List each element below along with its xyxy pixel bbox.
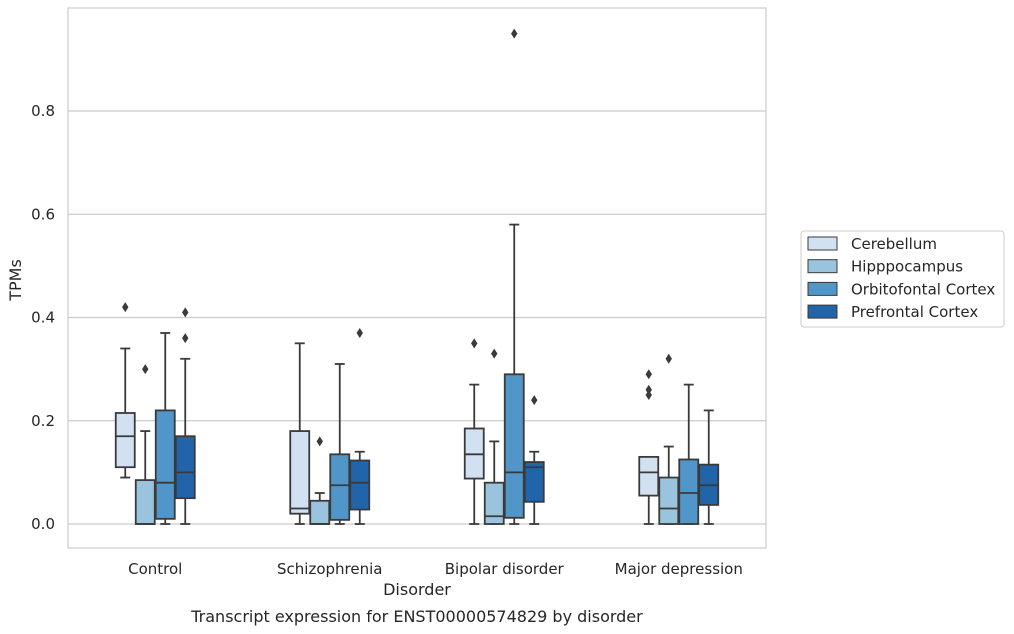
outlier-point: [645, 389, 652, 400]
box-body: [114, 412, 136, 469]
legend-label: Hipppocampus: [851, 258, 963, 276]
box-0-1: [134, 364, 156, 525]
box-3-1: [658, 353, 680, 525]
x-tick-labels: Control Schizophrenia Bipolar disorder Majo…: [128, 560, 743, 578]
boxes: [114, 28, 720, 525]
box-body: [349, 459, 371, 511]
outlier-point: [665, 353, 672, 364]
chart-caption: Transcript expression for ENST0000057482…: [190, 607, 643, 626]
x-tick-label: Schizophrenia: [277, 560, 382, 578]
box-0-3: [174, 307, 196, 525]
outlier-point: [122, 302, 129, 313]
outlier-point: [356, 327, 363, 338]
outlier-point: [491, 348, 498, 359]
legend-label: Orbitofontal Cortex: [851, 280, 995, 298]
x-tick-label: Major depression: [615, 560, 743, 578]
x-axis-label: Disorder: [383, 580, 451, 599]
box-3-3: [698, 409, 720, 525]
box-body: [523, 461, 545, 503]
outlier-point: [645, 369, 652, 380]
outlier-point: [182, 333, 189, 344]
outlier-point: [511, 28, 518, 39]
box-0-0: [114, 302, 136, 479]
box-body: [678, 458, 700, 525]
y-tick-labels: 0.0 0.2 0.4 0.6 0.8: [31, 102, 55, 533]
box-body: [154, 409, 176, 520]
box-3-2: [678, 383, 700, 525]
outlier-point: [316, 436, 323, 447]
outlier-point: [645, 384, 652, 395]
legend-swatch: [807, 236, 838, 251]
legend-swatch: [807, 304, 838, 319]
box-2-3: [523, 395, 545, 525]
legend-label: Prefrontal Cortex: [851, 303, 978, 321]
legend-swatch: [807, 281, 838, 296]
x-tick-label: Control: [128, 560, 182, 578]
y-tick-label: 0.0: [31, 515, 55, 533]
box-body: [289, 430, 311, 515]
legend-label: Cerebellum: [851, 235, 937, 253]
box-body: [134, 479, 156, 525]
box-body: [658, 476, 680, 525]
y-tick-label: 0.8: [31, 102, 55, 120]
box-body: [309, 499, 331, 525]
outlier-point: [182, 307, 189, 318]
box-0-2: [154, 332, 176, 525]
box-1-3: [349, 327, 371, 525]
box-body: [503, 373, 525, 519]
outlier-point: [471, 338, 478, 349]
legend: Cerebellum Hipppocampus Orbitofontal Corte…: [800, 230, 1005, 328]
y-tick-label: 0.2: [31, 412, 55, 430]
y-tick-label: 0.4: [31, 309, 55, 327]
outlier-point: [531, 395, 538, 406]
box-2-1: [483, 348, 505, 525]
box-2-0: [463, 338, 485, 525]
box-2-2: [503, 28, 525, 525]
outlier-point: [142, 364, 149, 375]
box-body: [329, 453, 351, 521]
y-tick-label: 0.6: [31, 205, 55, 223]
box-body: [638, 455, 660, 497]
box-1-0: [289, 342, 311, 525]
legend-swatch: [807, 259, 838, 274]
y-axis-label: TPMs: [6, 259, 25, 302]
box-1-2: [329, 363, 351, 525]
box-3-0: [638, 369, 660, 525]
box-body: [483, 481, 505, 525]
box-body: [174, 435, 196, 500]
legend-frame: [800, 230, 1005, 328]
box-1-1: [309, 436, 331, 525]
x-tick-label: Bipolar disorder: [445, 560, 565, 578]
